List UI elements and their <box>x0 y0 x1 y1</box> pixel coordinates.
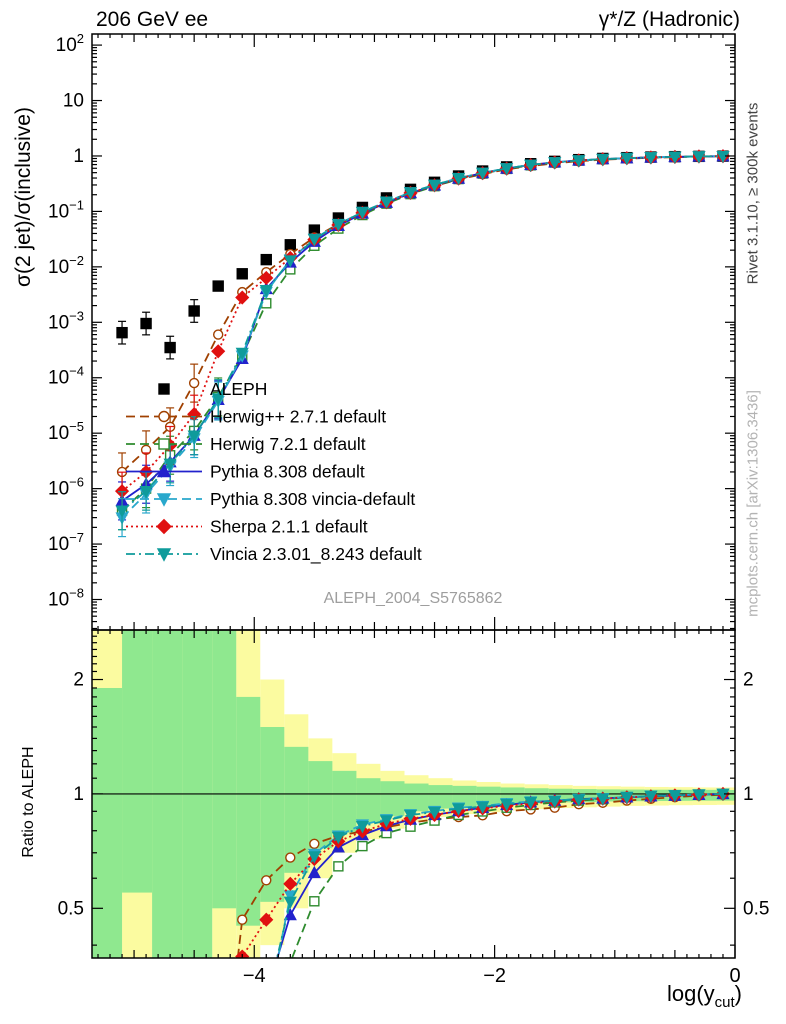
ratio-series-vincia-2-3-01-8-243-default <box>276 788 730 958</box>
legend-label: Herwig 7.2.1 default <box>210 434 366 454</box>
svg-text:102: 102 <box>56 31 84 56</box>
top-series-pythia-8-308-vincia-default <box>115 150 730 538</box>
legend-label: Sherpa 2.1.1 default <box>210 517 368 537</box>
svg-text:2: 2 <box>73 670 84 691</box>
svg-text:−2: −2 <box>483 965 506 987</box>
analysis-id-watermark: ALEPH_2004_S5765862 <box>323 590 503 607</box>
svg-text:0: 0 <box>729 965 740 987</box>
x-axis-label-pre: log(y <box>666 981 715 1006</box>
inner-band-bin <box>404 783 429 812</box>
x-axis-label: log(ycut) <box>667 981 742 1011</box>
svg-text:10−5: 10−5 <box>48 419 84 444</box>
axis-ticks <box>92 34 736 958</box>
top-series-vincia-2-3-01-8-243-default <box>115 150 730 531</box>
svg-text:10−2: 10−2 <box>48 253 84 278</box>
inner-band-bin <box>452 785 477 807</box>
svg-text:10−4: 10−4 <box>48 364 84 389</box>
svg-text:10: 10 <box>63 91 84 112</box>
legend-label: Pythia 8.308 vincia-default <box>210 489 415 509</box>
inner-band-bin <box>92 687 123 958</box>
inner-band-bin <box>620 789 645 802</box>
inner-band-bin <box>476 786 501 806</box>
inner-band-bin <box>284 746 309 873</box>
axis-tick-labels: 10−810−710−610−510−410−310−210−11101020.… <box>48 31 769 987</box>
svg-text:10−7: 10−7 <box>48 530 84 555</box>
svg-text:10−6: 10−6 <box>48 475 84 500</box>
legend-label: Vincia 2.3.01_8.243 default <box>210 544 422 565</box>
svg-text:1: 1 <box>73 146 84 167</box>
x-axis-label-sub: cut <box>714 994 735 1011</box>
svg-text:2: 2 <box>743 670 754 691</box>
inner-band-bin <box>356 778 381 823</box>
inner-band-bin <box>332 770 357 833</box>
svg-text:10−8: 10−8 <box>48 586 84 611</box>
svg-text:1: 1 <box>743 784 754 805</box>
inner-band-bin <box>260 727 285 902</box>
svg-text:10−3: 10−3 <box>48 308 84 333</box>
legend-label: Pythia 8.308 default <box>210 462 365 482</box>
inner-band-bin <box>428 785 453 809</box>
plot-title-left: 206 GeV ee <box>96 8 209 31</box>
x-axis-label-post: ) <box>734 981 742 1006</box>
top-series-pythia-8-308-default <box>115 149 730 521</box>
top-panel-frame <box>91 33 736 631</box>
inner-band-bin <box>122 630 153 893</box>
legend-label: Herwig++ 2.7.1 default <box>210 407 386 427</box>
legend-label: ALEPH <box>210 379 267 399</box>
inner-band-bin <box>212 630 237 909</box>
inner-band-bin <box>308 761 333 849</box>
plot-title-right: γ*/Z (Hadronic) <box>598 8 740 31</box>
svg-text:0.5: 0.5 <box>58 898 84 919</box>
inner-band-bin <box>380 781 405 816</box>
legend: ALEPH Herwig++ 2.7.1 default Herwig 7.2.1 … <box>126 379 422 565</box>
top-series-aleph <box>116 150 729 360</box>
inner-band-bin <box>236 696 261 926</box>
top-series-sherpa-2-1-1-default <box>114 149 731 511</box>
svg-text:1: 1 <box>73 784 84 805</box>
svg-text:−4: −4 <box>243 965 266 987</box>
svg-text:10−1: 10−1 <box>48 197 84 222</box>
svg-text:0.5: 0.5 <box>743 898 769 919</box>
